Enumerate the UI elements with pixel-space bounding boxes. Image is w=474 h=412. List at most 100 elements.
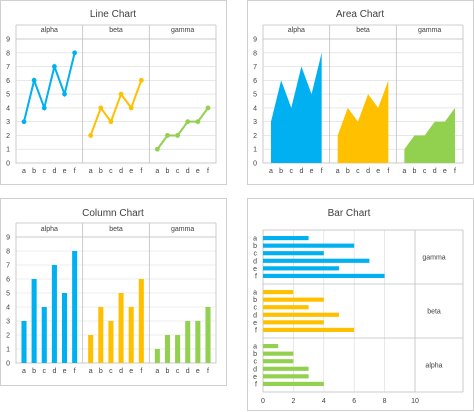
column-bar-gamma — [205, 307, 211, 363]
y-tick-label: a — [253, 236, 257, 243]
y-tick-label: 8 — [6, 249, 10, 256]
x-tick-label: d — [186, 168, 190, 175]
y-tick-label: 4 — [6, 305, 10, 312]
x-tick-label: f — [454, 168, 456, 175]
x-tick-label: c — [176, 368, 180, 375]
x-tick-label: f — [207, 168, 209, 175]
x-tick-label: d — [119, 168, 123, 175]
column-bar-gamma — [175, 335, 181, 363]
line-point-gamma — [185, 119, 191, 125]
panel-header: beta — [356, 27, 370, 34]
line-point-gamma — [205, 105, 211, 111]
column-bar-beta — [138, 279, 144, 363]
x-tick-label: d — [119, 368, 123, 375]
y-tick-label: 5 — [253, 92, 257, 99]
x-tick-label: 0 — [261, 398, 265, 405]
x-tick-label: a — [336, 168, 340, 175]
y-tick-label: 6 — [253, 78, 257, 85]
y-tick-label: 5 — [6, 291, 10, 298]
x-tick-label: a — [155, 168, 159, 175]
x-tick-label: f — [207, 368, 209, 375]
y-tick-label: 4 — [6, 105, 10, 112]
column-bar-alpha — [31, 279, 37, 363]
bar-gamma — [263, 236, 309, 241]
bar-gamma — [263, 258, 370, 263]
x-tick-label: d — [186, 368, 190, 375]
column-bar-beta — [98, 307, 104, 363]
x-tick-label: b — [166, 168, 170, 175]
x-tick-label: e — [63, 168, 67, 175]
line-chart-gridlines — [15, 24, 217, 163]
line-point-beta — [138, 77, 144, 83]
bar-beta — [263, 305, 309, 310]
panel-header: beta — [109, 27, 123, 34]
panel-header: alpha — [41, 226, 58, 233]
x-tick-label: a — [89, 368, 93, 375]
bar-alpha — [263, 374, 309, 379]
y-tick-label: 1 — [253, 147, 257, 154]
column-bar-gamma — [195, 321, 201, 363]
column-chart-plot-area — [15, 236, 217, 364]
bar-chart: Bar Chart 0 2 4 6 8 10gammabetaalphaabcdefabc… — [247, 198, 474, 411]
y-tick-label: 9 — [6, 37, 10, 44]
x-tick-label: c — [176, 168, 180, 175]
x-tick-label: c — [43, 368, 47, 375]
panel-header: alpha — [288, 27, 305, 34]
bar-chart-title: Bar Chart — [328, 208, 371, 219]
line-chart-title: Line Chart — [90, 9, 136, 20]
y-tick-label: 8 — [6, 50, 10, 57]
column-bar-gamma — [154, 349, 160, 363]
x-tick-label: c — [109, 368, 113, 375]
x-tick-label: c — [290, 168, 294, 175]
x-tick-label: c — [423, 168, 427, 175]
y-tick-label: a — [253, 344, 257, 351]
y-tick-label: 1 — [6, 147, 10, 154]
bar-alpha — [263, 366, 309, 371]
y-tick-label: 7 — [6, 64, 10, 71]
bar-beta — [263, 320, 324, 325]
line-point-alpha — [62, 91, 67, 97]
x-tick-label: e — [376, 168, 380, 175]
line-chart-marks — [21, 50, 211, 152]
x-tick-label: e — [310, 168, 314, 175]
x-tick-label: a — [22, 368, 26, 375]
line-point-gamma — [175, 133, 181, 138]
column-chart-marks — [21, 251, 211, 363]
bar-gamma — [263, 266, 339, 271]
panel-header: gamma — [418, 27, 441, 34]
bar-gamma — [263, 273, 385, 278]
y-tick-label: 0 — [6, 361, 10, 368]
x-tick-label: e — [443, 168, 447, 175]
y-tick-label: 9 — [6, 235, 10, 242]
x-tick-label: a — [155, 368, 159, 375]
area-series-beta — [337, 80, 389, 163]
bar-beta — [263, 297, 324, 302]
x-tick-label: a — [269, 168, 273, 175]
y-tick-label: c — [254, 359, 258, 366]
column-bar-beta — [88, 335, 94, 363]
x-tick-label: d — [366, 168, 370, 175]
line-point-beta — [98, 105, 104, 111]
column-bar-beta — [118, 293, 124, 363]
line-point-gamma — [195, 119, 201, 125]
y-tick-label: 3 — [6, 319, 10, 326]
x-tick-label: 4 — [322, 398, 326, 405]
y-tick-label: 0 — [6, 161, 10, 168]
x-tick-label: e — [196, 368, 200, 375]
x-tick-label: b — [413, 168, 417, 175]
y-tick-label: f — [255, 327, 257, 334]
line-chart-plot-area — [15, 38, 217, 164]
x-tick-label: f — [140, 168, 142, 175]
x-tick-label: e — [63, 368, 67, 375]
panel-header: gamma — [171, 226, 194, 233]
x-tick-label: b — [32, 368, 36, 375]
y-tick-label: f — [255, 273, 257, 280]
bar-alpha — [263, 381, 324, 386]
x-tick-label: 10 — [411, 398, 419, 405]
x-tick-label: 2 — [291, 398, 295, 405]
bar-chart-marks — [263, 236, 385, 386]
